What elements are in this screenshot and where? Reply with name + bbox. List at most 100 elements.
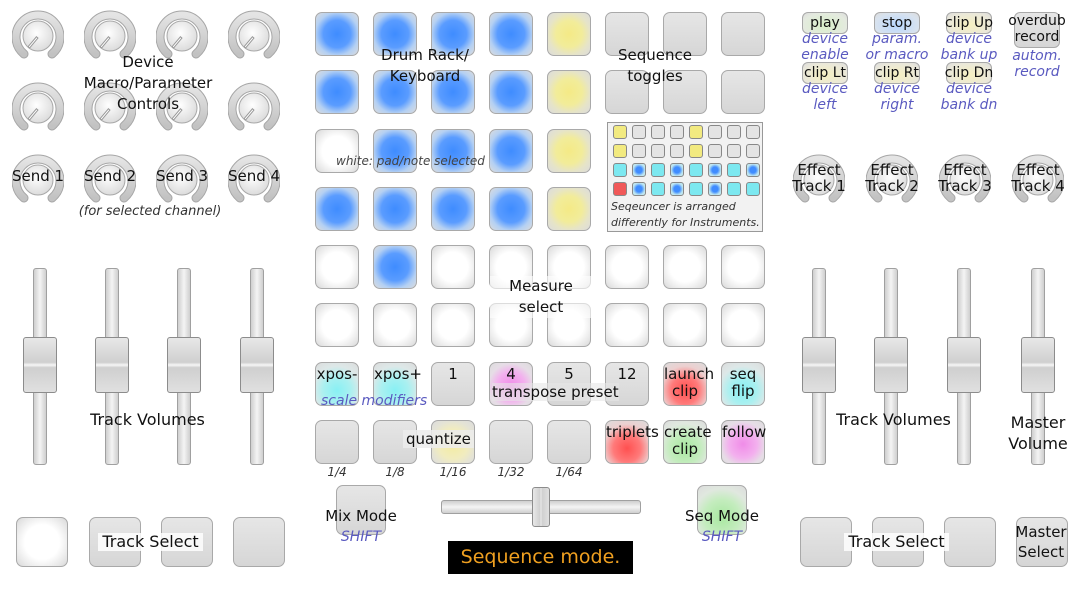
effect-knob[interactable]: Effect Track 1 <box>792 154 846 206</box>
grid-pad[interactable] <box>431 187 475 231</box>
device-knob[interactable] <box>12 82 64 134</box>
send-knob[interactable]: Send 2 <box>84 154 136 206</box>
transport-button[interactable] <box>874 12 920 34</box>
left-fader-thumb[interactable] <box>95 337 129 393</box>
function-pad[interactable]: 1 <box>431 362 475 406</box>
master-fader-thumb[interactable] <box>1021 337 1055 393</box>
function-pad[interactable]: launch clip <box>663 362 714 406</box>
sequencer-mini-cell <box>651 163 665 177</box>
grid-pad[interactable] <box>373 245 417 289</box>
left-fader-thumb[interactable] <box>23 337 57 393</box>
function-pad[interactable] <box>489 420 533 464</box>
grid-pad[interactable] <box>547 70 591 114</box>
grid-pad[interactable] <box>431 303 475 347</box>
function-pad[interactable]: triplets <box>605 420 659 464</box>
function-pad[interactable]: xpos+ <box>373 362 422 406</box>
device-controls-label: Device Macro/Parameter Controls <box>83 53 213 113</box>
grid-pad[interactable] <box>489 187 533 231</box>
transport-button[interactable] <box>802 12 848 34</box>
effect-knob[interactable]: Effect Track 3 <box>938 154 992 206</box>
grid-pad[interactable] <box>489 12 533 56</box>
transport-button[interactable] <box>874 62 920 84</box>
grid-pad[interactable] <box>373 187 417 231</box>
send-knob[interactable]: Send 1 <box>12 154 64 206</box>
function-pad[interactable]: seq flip <box>721 362 765 406</box>
grid-pad[interactable] <box>663 303 707 347</box>
grid-pad[interactable] <box>431 245 475 289</box>
mix-mode-shift: SHIFT <box>340 529 382 545</box>
grid-pad[interactable] <box>315 12 359 56</box>
seq-mode-button[interactable] <box>697 485 747 535</box>
grid-pad[interactable] <box>489 129 533 173</box>
sequencer-mini-cell <box>689 144 703 158</box>
send-knob-label: Send 1 <box>11 167 65 185</box>
grid-pad[interactable] <box>605 12 649 56</box>
device-knob[interactable] <box>228 10 280 62</box>
transport-button[interactable] <box>802 62 848 84</box>
send-knob[interactable]: Send 4 <box>228 154 280 206</box>
transport-button[interactable] <box>946 62 992 84</box>
effect-knob[interactable]: Effect Track 4 <box>1011 154 1065 206</box>
device-knob[interactable] <box>12 10 64 62</box>
grid-pad[interactable] <box>721 303 765 347</box>
right-fader-thumb[interactable] <box>947 337 981 393</box>
grid-pad[interactable] <box>547 12 591 56</box>
sequencer-mini-cell <box>746 163 760 177</box>
grid-pad[interactable] <box>431 70 475 114</box>
grid-pad[interactable] <box>663 70 707 114</box>
device-knob[interactable] <box>156 10 208 62</box>
grid-pad[interactable] <box>373 303 417 347</box>
grid-pad[interactable] <box>547 129 591 173</box>
effect-knob[interactable]: Effect Track 2 <box>865 154 919 206</box>
right-fader-thumb[interactable] <box>802 337 836 393</box>
transport-button[interactable] <box>1014 12 1060 48</box>
grid-pad[interactable] <box>663 245 707 289</box>
function-pad[interactable] <box>315 420 359 464</box>
grid-pad[interactable] <box>547 187 591 231</box>
quantize-value: 1/4 <box>327 465 347 479</box>
sequencer-mini-cell <box>670 144 684 158</box>
sequencer-mini-cell <box>670 182 684 196</box>
grid-pad[interactable] <box>373 129 417 173</box>
device-knob[interactable] <box>228 82 280 134</box>
right-fader-thumb[interactable] <box>874 337 908 393</box>
grid-pad[interactable] <box>315 245 359 289</box>
device-knob[interactable] <box>156 82 208 134</box>
grid-pad[interactable] <box>605 303 649 347</box>
function-pad[interactable]: xpos- <box>315 362 359 406</box>
function-pad[interactable]: follow <box>721 420 766 464</box>
left-fader-thumb[interactable] <box>240 337 274 393</box>
grid-pad[interactable] <box>431 12 475 56</box>
grid-pad[interactable] <box>663 12 707 56</box>
grid-pad[interactable] <box>605 245 649 289</box>
grid-pad[interactable] <box>315 303 359 347</box>
sequencer-mini-cell <box>613 182 627 196</box>
grid-pad[interactable] <box>721 12 765 56</box>
function-pad[interactable]: create clip <box>663 420 712 464</box>
sequencer-mini-cell <box>689 182 703 196</box>
grid-pad[interactable] <box>315 129 359 173</box>
sequencer-mini-cell <box>708 163 722 177</box>
grid-pad[interactable] <box>431 129 475 173</box>
crossfader-thumb[interactable] <box>532 487 550 527</box>
function-pad[interactable] <box>547 420 591 464</box>
mix-mode-button[interactable] <box>336 485 386 535</box>
grid-pad[interactable] <box>489 70 533 114</box>
grid-pad[interactable] <box>373 70 417 114</box>
master-select-button[interactable] <box>1016 517 1068 567</box>
left-fader-thumb[interactable] <box>167 337 201 393</box>
send-knob-label: Send 2 <box>83 167 137 185</box>
send-knob[interactable]: Send 3 <box>156 154 208 206</box>
transport-button[interactable] <box>946 12 992 34</box>
track-select-button[interactable] <box>944 517 996 567</box>
grid-pad[interactable] <box>315 70 359 114</box>
grid-pad[interactable] <box>721 245 765 289</box>
track-select-button[interactable] <box>233 517 285 567</box>
device-knob[interactable] <box>84 82 136 134</box>
device-knob[interactable] <box>84 10 136 62</box>
grid-pad[interactable] <box>721 70 765 114</box>
grid-pad[interactable] <box>373 12 417 56</box>
track-select-button[interactable] <box>16 517 68 567</box>
grid-pad[interactable] <box>605 70 649 114</box>
grid-pad[interactable] <box>315 187 359 231</box>
